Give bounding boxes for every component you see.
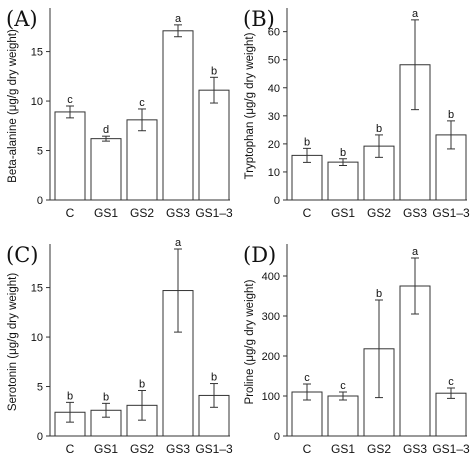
panel-D-category-label: C xyxy=(303,442,312,456)
panel-D-bar xyxy=(327,395,359,437)
panel-A-significance-letter: b xyxy=(211,65,217,77)
panel-D-category-label: GS1–3 xyxy=(432,442,470,456)
panel-A-ytick-label: 5 xyxy=(37,146,43,158)
panel-B-ytick-label: 30 xyxy=(268,111,280,123)
panel-B-ytick-label: 50 xyxy=(268,55,280,67)
panel-D-significance-letter: a xyxy=(412,246,419,258)
panel-B-category-label: GS1 xyxy=(331,206,355,220)
panel-C: (C) Serotonin (μg/g dry weight) 0 5 10 15 b C… xyxy=(6,237,233,456)
panel-D-category-label: GS1 xyxy=(331,442,355,456)
panel-C-ytick-label: 15 xyxy=(31,283,43,295)
panel-A-category-label: C xyxy=(66,206,75,220)
panel-A-letter: (A) xyxy=(6,7,38,31)
panel-A-bar xyxy=(198,89,230,201)
panel-D-significance-letter: c xyxy=(304,372,310,384)
panel-D-ytick-label: 200 xyxy=(262,351,280,363)
panel-B: (B) Tryptophan (μg/g dry weight) 0 10 20 30… xyxy=(243,7,470,220)
panel-D-ytick-label: 300 xyxy=(262,311,280,323)
panel-B-significance-letter: b xyxy=(304,136,310,148)
panel-A-ytick-label: 10 xyxy=(31,96,43,108)
panel-A-significance-letter: d xyxy=(103,124,109,136)
panel-D-ytick-label: 100 xyxy=(262,391,280,403)
panel-B-ytick-label: 40 xyxy=(268,83,280,95)
panel-C-category-label: GS2 xyxy=(130,442,154,456)
panel-D-bar xyxy=(435,392,467,437)
panel-A: (A) Beta-alanine (μg/g dry weight) 0 5 10 1… xyxy=(6,7,233,220)
panel-A-category-label: GS3 xyxy=(166,206,190,220)
panel-C-significance-letter: b xyxy=(139,378,145,390)
panel-B-category-label: GS3 xyxy=(403,206,427,220)
panel-C-category-label: C xyxy=(66,442,75,456)
panel-C-ytick-label: 10 xyxy=(31,332,43,344)
panel-A-significance-letter: c xyxy=(67,94,73,106)
panel-B-ytick-label: 20 xyxy=(268,139,280,151)
panel-A-bar xyxy=(126,119,158,201)
panel-C-category-label: GS3 xyxy=(166,442,190,456)
panel-B-ytick-label: 10 xyxy=(268,167,280,179)
panel-A-ylabel: Beta-alanine (μg/g dry weight) xyxy=(7,29,19,183)
panel-B-significance-letter: b xyxy=(376,123,382,135)
panel-D: (D) Proline (μg/g dry weight) 0 100 200 300… xyxy=(243,243,470,456)
panel-D-category-label: GS2 xyxy=(367,442,391,456)
panel-D-category-label: GS3 xyxy=(403,442,427,456)
panel-C-ytick-label: 0 xyxy=(37,431,43,443)
panel-A-ytick-label: 0 xyxy=(37,195,43,207)
panel-C-significance-letter: b xyxy=(211,372,217,384)
panel-A-category-label: GS2 xyxy=(130,206,154,220)
panel-A-bar xyxy=(90,138,122,201)
panel-A-significance-letter: a xyxy=(175,13,182,25)
panel-B-ytick-label: 0 xyxy=(274,195,280,207)
panel-A-bar xyxy=(162,30,194,201)
panel-B-bar xyxy=(327,161,359,201)
panel-C-significance-letter: b xyxy=(67,390,73,402)
panel-C-significance-letter: a xyxy=(175,237,182,249)
panel-B-bar xyxy=(291,154,323,201)
panel-B-significance-letter: b xyxy=(448,109,454,121)
panel-B-significance-letter: a xyxy=(412,8,419,20)
panel-A-category-label: GS1 xyxy=(94,206,118,220)
panel-D-letter: (D) xyxy=(243,243,276,267)
panel-C-letter: (C) xyxy=(6,243,38,267)
panel-A-category-label: GS1–3 xyxy=(195,206,233,220)
panel-A-bar xyxy=(54,111,86,201)
panel-B-ylabel: Tryptophan (μg/g dry weight) xyxy=(244,32,256,179)
panel-A-significance-letter: c xyxy=(139,97,145,109)
panel-A-ytick-label: 15 xyxy=(31,47,43,59)
panel-C-category-label: GS1–3 xyxy=(195,442,233,456)
panel-B-letter: (B) xyxy=(243,7,275,31)
panel-B-ytick-label: 60 xyxy=(268,27,280,39)
panel-D-significance-letter: c xyxy=(448,376,454,388)
panel-C-significance-letter: b xyxy=(103,391,109,403)
panel-B-category-label: GS1–3 xyxy=(432,206,470,220)
panel-B-category-label: C xyxy=(303,206,312,220)
panel-D-significance-letter: b xyxy=(376,288,382,300)
panel-D-significance-letter: c xyxy=(340,380,346,392)
panel-C-ylabel: Serotonin (μg/g dry weight) xyxy=(7,273,19,411)
panel-D-ytick-label: 0 xyxy=(274,431,280,443)
panel-D-ytick-label: 400 xyxy=(262,271,280,283)
panel-C-ytick-label: 5 xyxy=(37,382,43,394)
panel-B-category-label: GS2 xyxy=(367,206,391,220)
panel-D-ylabel: Proline (μg/g dry weight) xyxy=(244,279,256,404)
panel-B-significance-letter: b xyxy=(340,147,346,159)
panel-C-category-label: GS1 xyxy=(94,442,118,456)
